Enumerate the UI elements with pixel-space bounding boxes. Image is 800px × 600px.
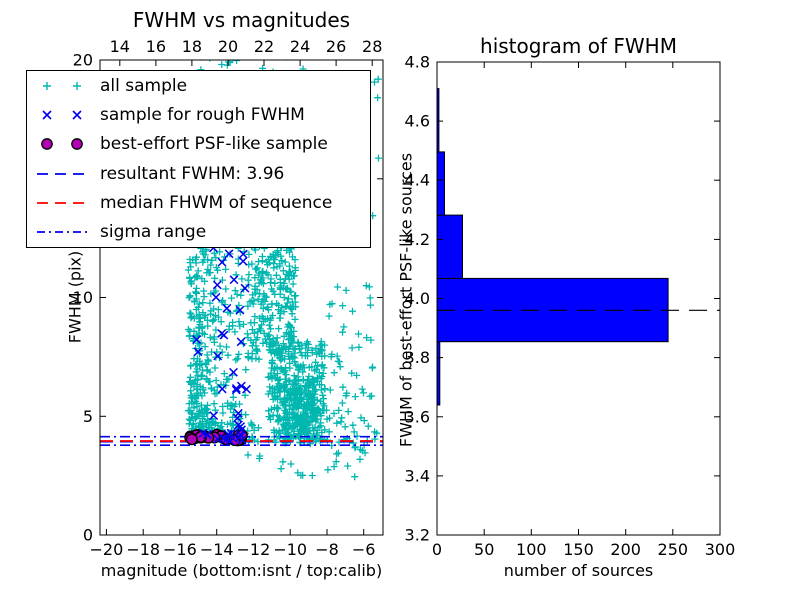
histogram-axis-ticks: 0 50 100 150 200 250 300 3.2 3.4 3.6 3.8 4.0 4.2 4.4 4…: [405, 53, 736, 560]
legend-item-all-sample: all sample: [27, 71, 370, 100]
tick-label: 100: [516, 540, 547, 559]
tick-label: 3.8: [405, 348, 430, 367]
tick-label: 18: [182, 37, 202, 56]
tick-label: 20: [73, 51, 93, 70]
tick-label: −8: [315, 540, 339, 559]
plus-marker-icon: [43, 81, 81, 90]
x-marker-icon: [42, 110, 82, 120]
legend-item-label: best-effort PSF-like sample: [100, 134, 328, 155]
series-rough-fwhm: [192, 243, 251, 446]
dashdot-line-icon: [37, 231, 91, 234]
histogram-xaxis-label: number of sources: [503, 561, 654, 580]
histogram-yaxis-label: FWHM of best-effort PSF-like sources: [396, 152, 416, 448]
legend-item-label: sigma range: [100, 222, 207, 243]
tick-label: 150: [563, 540, 594, 559]
tick-label: −14: [200, 540, 234, 559]
histogram-title: histogram of FWHM: [480, 34, 677, 58]
tick-label: 24: [290, 37, 310, 56]
tick-label: 0: [83, 526, 93, 545]
tick-label: 300: [705, 540, 736, 559]
dashed-line-icon: [37, 202, 91, 204]
legend-item-label: median FHWM of sequence: [100, 192, 333, 213]
histogram-bar: [437, 214, 463, 279]
tick-label: 26: [326, 37, 346, 56]
legend-item-label: resultant FWHM: 3.96: [100, 163, 285, 184]
tick-label: 4.6: [405, 112, 430, 131]
tick-label: −6: [352, 540, 376, 559]
tick-label: −18: [126, 540, 160, 559]
histogram-bar: [437, 151, 445, 216]
tick-label: 22: [254, 37, 274, 56]
tick-label: 14: [110, 37, 130, 56]
tick-label: 28: [362, 37, 382, 56]
tick-label: 3.6: [405, 407, 430, 426]
histogram-bar: [437, 88, 440, 153]
tick-label: 200: [610, 540, 641, 559]
tick-label: 20: [218, 37, 238, 56]
tick-label: −12: [237, 540, 271, 559]
tick-label: 50: [474, 540, 494, 559]
tick-label: 3.4: [405, 466, 430, 485]
tick-label: −16: [163, 540, 197, 559]
scatter-yaxis-label: FWHM (pix): [65, 250, 85, 344]
tick-label: 4.4: [405, 171, 430, 190]
scatter-xaxis-label: magnitude (bottom:isnt / top:calib): [100, 561, 383, 580]
legend-item-psf-sample: best-effort PSF-like sample: [27, 130, 370, 159]
tick-label: 10: [73, 288, 93, 307]
scatter-plot-title: FWHM vs magnitudes: [132, 8, 351, 32]
tick-label: −20: [90, 540, 124, 559]
legend-item-rough-fwhm-sample: sample for rough FWHM: [27, 100, 370, 129]
legend-item-label: sample for rough FWHM: [100, 105, 305, 125]
tick-label: 0: [432, 540, 442, 559]
tick-label: 4.2: [405, 230, 430, 249]
legend-item-resultant-fwhm: resultant FWHM: 3.96: [27, 159, 370, 188]
tick-label: 16: [146, 37, 166, 56]
tick-label: 250: [658, 540, 689, 559]
tick-label: −10: [273, 540, 307, 559]
dashed-line-icon: [37, 172, 91, 175]
legend-box: all sample sample for rough FWHM best-ef…: [26, 70, 371, 248]
tick-label: 4.8: [405, 53, 430, 72]
circle-marker-icon: [41, 138, 83, 151]
legend-item-label: all sample: [100, 75, 188, 96]
tick-label: 5: [83, 407, 93, 426]
tick-label: 3.2: [405, 526, 430, 545]
tick-label: 4.0: [405, 289, 430, 308]
legend-item-sigma-range: sigma range: [27, 218, 370, 247]
histogram-plot-area: 0 50 100 150 200 250 300 3.2 3.4 3.6 3.8 4.0 4.2 4.4 4…: [405, 53, 736, 560]
legend-item-median-fhwm: median FHWM of sequence: [27, 188, 370, 217]
